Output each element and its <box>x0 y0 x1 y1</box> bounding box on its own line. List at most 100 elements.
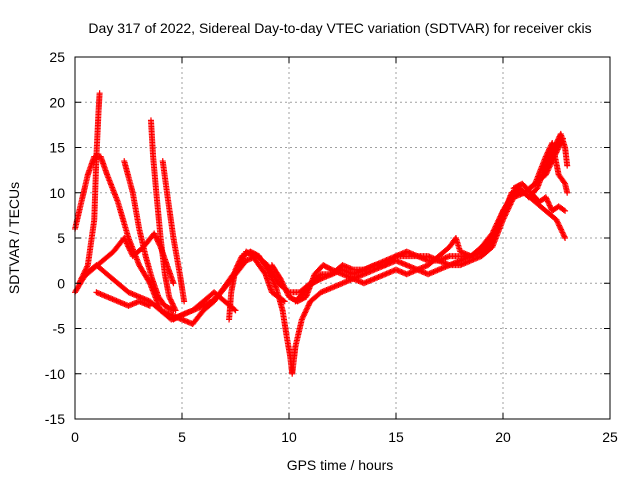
data-point <box>168 297 175 304</box>
data-point <box>284 289 291 296</box>
y-tick-label: -5 <box>53 321 66 337</box>
data-point <box>559 229 566 236</box>
series-track-a <box>72 153 239 323</box>
y-tick-label: 25 <box>49 49 65 65</box>
y-tick-label: 15 <box>49 140 65 156</box>
data-point <box>169 300 176 307</box>
data-point <box>155 239 162 246</box>
data-point <box>272 283 279 290</box>
data-point <box>562 207 569 214</box>
y-tick-label: 5 <box>57 230 65 246</box>
data-point <box>300 313 307 320</box>
data-point <box>125 243 132 250</box>
data-point <box>232 307 239 314</box>
data-point <box>560 230 567 237</box>
data-point <box>548 160 555 167</box>
data-point <box>166 295 173 302</box>
data-point <box>553 216 560 223</box>
data-point <box>280 281 287 288</box>
data-point <box>281 298 288 305</box>
data-point <box>125 244 132 251</box>
data-point <box>547 152 554 159</box>
data-point <box>544 150 551 157</box>
data-point <box>146 302 153 309</box>
data-point <box>546 154 553 161</box>
data-point <box>154 237 161 244</box>
data-point <box>280 282 287 289</box>
data-point <box>546 202 553 209</box>
data-point <box>545 199 552 206</box>
data-point <box>543 152 550 159</box>
data-point <box>561 233 568 240</box>
data-point <box>562 235 569 241</box>
data-point <box>299 315 306 322</box>
data-point <box>301 310 308 317</box>
series-track-m <box>170 248 288 323</box>
data-point <box>152 233 159 240</box>
data-point <box>553 139 560 146</box>
series-track-k <box>292 139 571 305</box>
y-tick-label: 0 <box>57 275 65 291</box>
y-axis-label: SDTVAR / TECUs <box>6 182 22 294</box>
data-point <box>542 194 549 201</box>
data-point <box>238 259 245 266</box>
data-point <box>544 198 551 205</box>
data-point <box>151 230 158 237</box>
series-track-d <box>121 158 177 314</box>
data-point <box>167 296 174 303</box>
x-tick-label: 10 <box>281 429 297 445</box>
data-point <box>123 240 130 247</box>
data-point <box>545 148 552 155</box>
data-point <box>283 288 290 295</box>
data-point <box>96 90 103 97</box>
data-point <box>300 312 307 319</box>
data-point <box>241 252 248 259</box>
data-point <box>547 161 554 168</box>
data-point <box>546 201 553 208</box>
data-point <box>168 299 175 306</box>
y-tick-label: -15 <box>45 411 65 427</box>
data-point <box>271 281 278 288</box>
data-point <box>122 237 129 244</box>
data-point <box>556 222 563 229</box>
data-point <box>121 236 128 243</box>
data-point <box>554 137 561 144</box>
data-point <box>564 189 571 196</box>
axis-ticks: 0 5 10 15 20 25 -15 -10 -5 0 5 10 15 20 25 <box>45 49 618 445</box>
data-point <box>83 264 90 271</box>
data-point <box>543 195 550 202</box>
data-point <box>281 284 288 291</box>
data-point <box>547 203 554 210</box>
series-track-g <box>78 230 177 287</box>
data-point <box>279 279 286 286</box>
data-point <box>546 163 553 170</box>
data-point <box>123 239 130 246</box>
data-point <box>544 196 551 203</box>
series-track-b <box>76 90 103 287</box>
data-point <box>238 258 245 265</box>
data-point <box>546 145 553 152</box>
data-point <box>546 155 553 162</box>
data-point <box>127 248 134 255</box>
data-point <box>561 179 568 186</box>
series-track-l <box>510 180 569 214</box>
data-point <box>555 136 562 143</box>
series-track-f <box>159 158 188 305</box>
data-point <box>239 255 246 262</box>
y-tick-label: -10 <box>45 366 65 382</box>
x-tick-label: 0 <box>71 429 79 445</box>
data-point <box>170 280 177 287</box>
data-point <box>544 167 551 174</box>
data-point <box>121 235 128 241</box>
data-point <box>560 232 567 239</box>
data-point <box>557 225 564 232</box>
data-point <box>181 298 188 305</box>
data-point <box>170 301 177 308</box>
data-point <box>126 246 133 253</box>
data-point <box>236 262 243 269</box>
data-point <box>564 162 571 169</box>
data-point <box>239 256 246 263</box>
data-point <box>153 234 160 241</box>
data-point <box>270 279 277 286</box>
